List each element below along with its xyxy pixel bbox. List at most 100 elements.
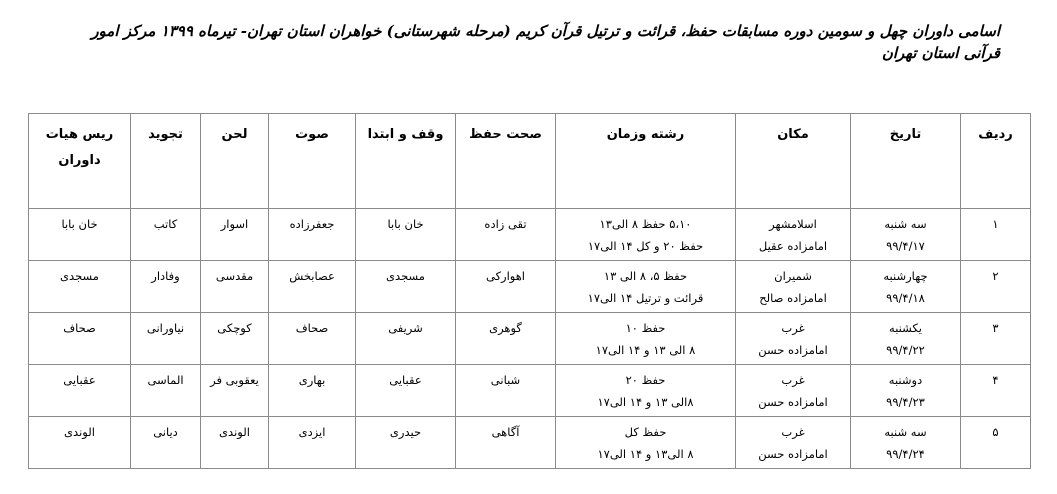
- pause-start-judge: حیدری: [355, 416, 456, 469]
- place-cell: اسلامشهر امامزاده عقیل: [735, 208, 851, 261]
- tajvid-judge-text: نیاورانی: [146, 321, 185, 335]
- row-number-text: ۲: [992, 269, 999, 283]
- memorization-judge-text: آگاهی: [491, 425, 520, 439]
- tone-judge-text: مقدسی: [215, 269, 254, 283]
- field-time-cell: ۵،۱۰ حفظ ۸ الی۱۳ حفظ ۲۰ و کل ۱۴ الی۱۷: [555, 208, 736, 261]
- pause-start-judge-text: شریفی: [388, 321, 423, 335]
- memorization-judge: اهوارکی: [455, 260, 556, 313]
- place-cell: شمیران امامزاده صالح: [735, 260, 851, 313]
- voice-judge-text: جعفرزاده: [289, 217, 335, 231]
- field-time-cell-text: حفظ ۲۰: [625, 373, 666, 387]
- header-field-time: رشته وزمان: [555, 113, 736, 209]
- date-cell-text: ۹۹/۴/۲۳: [886, 395, 925, 409]
- pause-start-judge-text: خان بابا: [387, 217, 424, 231]
- table-row: ۲ چهارشنبه ۹۹/۴/۱۸ شمیران امامزاده صالح حفظ ۵…: [28, 260, 1031, 313]
- date-cell-text: ۹۹/۴/۱۸: [886, 291, 925, 305]
- row-number: ۱: [960, 208, 1031, 261]
- table-row: ۴ دوشنبه ۹۹/۴/۲۳ غرب امامزاده حسن حفظ ۲۰ ۸الی …: [28, 364, 1031, 417]
- field-time-cell: حفظ ۱۰ ۸ الی ۱۳ و ۱۴ الی۱۷: [555, 312, 736, 365]
- date-cell: چهارشنبه ۹۹/۴/۱۸: [850, 260, 961, 313]
- tone-judge-text: کوچکی: [217, 321, 252, 335]
- pause-start-judge-text: حیدری: [389, 425, 422, 439]
- place-cell-text: غرب: [781, 321, 805, 335]
- memorization-judge: شبانی: [455, 364, 556, 417]
- date-cell: یکشنبه ۹۹/۴/۲۲: [850, 312, 961, 365]
- table-row: ۵ سه شنبه ۹۹/۴/۲۴ غرب امامزاده حسن حفظ کل ۸ ال…: [28, 416, 1031, 469]
- voice-judge: ایزدی: [268, 416, 356, 469]
- place-cell-text: شمیران: [774, 269, 812, 283]
- place-cell-text: امامزاده حسن: [758, 395, 828, 409]
- voice-judge: عصابخش: [268, 260, 356, 313]
- tone-judge-text: اسوار: [220, 217, 249, 231]
- tajvid-judge: کاتب: [130, 208, 201, 261]
- tone-judge: مقدسی: [200, 260, 269, 313]
- field-time-cell-text: ۵،۱۰ حفظ ۸ الی۱۳: [599, 217, 692, 231]
- pause-start-judge: عقبایی: [355, 364, 456, 417]
- memorization-judge-text: اهوارکی: [485, 269, 525, 283]
- row-number: ۵: [960, 416, 1031, 469]
- row-number-text: ۴: [992, 373, 999, 387]
- head-judge-text: الوندی: [64, 425, 95, 439]
- header-head-judge: ریس هیات داوران: [28, 113, 131, 209]
- place-cell-text: امامزاده حسن: [758, 447, 828, 461]
- head-judge-text: عقبایی: [63, 373, 96, 387]
- field-time-cell: حفظ ۲۰ ۸الی ۱۳ و ۱۴ الی۱۷: [555, 364, 736, 417]
- place-cell: غرب امامزاده حسن: [735, 364, 851, 417]
- tajvid-judge-text: دیانی: [153, 425, 178, 439]
- header-tone: لحن: [200, 113, 269, 209]
- table-row: ۱ سه شنبه ۹۹/۴/۱۷ اسلامشهر امامزاده عقیل ۵،۱۰…: [28, 208, 1031, 261]
- date-cell-text: ۹۹/۴/۲۲: [886, 343, 925, 357]
- head-judge: عقبایی: [28, 364, 131, 417]
- memorization-judge: آگاهی: [455, 416, 556, 469]
- head-judge: خان بابا: [28, 208, 131, 261]
- header-pause-start: وقف و ابتدا: [355, 113, 456, 209]
- date-cell-text: دوشنبه: [888, 373, 923, 387]
- row-number-text: ۳: [992, 321, 999, 335]
- place-cell-text: اسلامشهر: [769, 217, 817, 231]
- pause-start-judge-text: عقبایی: [389, 373, 422, 387]
- header-date: تاریخ: [850, 113, 961, 209]
- field-time-cell-text: حفظ ۵، ۸ الی ۱۳: [603, 269, 688, 283]
- date-cell: سه شنبه ۹۹/۴/۱۷: [850, 208, 961, 261]
- pause-start-judge-text: مسجدی: [386, 269, 425, 283]
- header-memorization: صحت حفظ: [455, 113, 556, 209]
- head-judge-text: مسجدی: [60, 269, 99, 283]
- voice-judge-text: ایزدی: [298, 425, 326, 439]
- tone-judge-text: الوندی: [219, 425, 250, 439]
- row-number: ۴: [960, 364, 1031, 417]
- voice-judge: صحاف: [268, 312, 356, 365]
- tajvid-judge-text: الماسی: [147, 373, 184, 387]
- memorization-judge-text: تقی زاده: [484, 217, 527, 231]
- voice-judge-text: عصابخش: [289, 269, 335, 283]
- document-title: اسامی داوران چهل و سومین دوره مسابقات حف…: [91, 22, 1000, 62]
- head-judge-text: خان بابا: [61, 217, 98, 231]
- judges-table: ردیف تاریخ مکان رشته وزمان صحت حفظ وقف و…: [28, 113, 1031, 469]
- place-cell: غرب امامزاده حسن: [735, 312, 851, 365]
- pause-start-judge: شریفی: [355, 312, 456, 365]
- place-cell-text: غرب: [781, 373, 805, 387]
- voice-judge-text: بهاری: [298, 373, 326, 387]
- date-cell: سه شنبه ۹۹/۴/۲۴: [850, 416, 961, 469]
- tone-judge: کوچکی: [200, 312, 269, 365]
- row-number: ۲: [960, 260, 1031, 313]
- field-time-cell: حفظ کل ۸ الی۱۳ و ۱۴ الی۱۷: [555, 416, 736, 469]
- date-cell: دوشنبه ۹۹/۴/۲۳: [850, 364, 961, 417]
- header-row: ردیف تاریخ مکان رشته وزمان صحت حفظ وقف و…: [28, 113, 1031, 209]
- header-tajvid: تجوید: [130, 113, 201, 209]
- tajvid-judge: نیاورانی: [130, 312, 201, 365]
- tajvid-judge-text: کاتب: [153, 217, 178, 231]
- memorization-judge: گوهری: [455, 312, 556, 365]
- date-cell-text: ۹۹/۴/۱۷: [886, 239, 925, 253]
- header-place: مکان: [735, 113, 851, 209]
- head-judge: مسجدی: [28, 260, 131, 313]
- table-row: ۳ یکشنبه ۹۹/۴/۲۲ غرب امامزاده حسن حفظ ۱۰ ۸ الی…: [28, 312, 1031, 365]
- row-number: ۳: [960, 312, 1031, 365]
- tone-judge: الوندی: [200, 416, 269, 469]
- tajvid-judge: الماسی: [130, 364, 201, 417]
- header-row-number: ردیف: [960, 113, 1031, 209]
- date-cell-text: ۹۹/۴/۲۴: [886, 447, 925, 461]
- field-time-cell-text: ۸ الی۱۳ و ۱۴ الی۱۷: [597, 447, 694, 461]
- memorization-judge: تقی زاده: [455, 208, 556, 261]
- tone-judge: اسوار: [200, 208, 269, 261]
- row-number-text: ۵: [992, 425, 999, 439]
